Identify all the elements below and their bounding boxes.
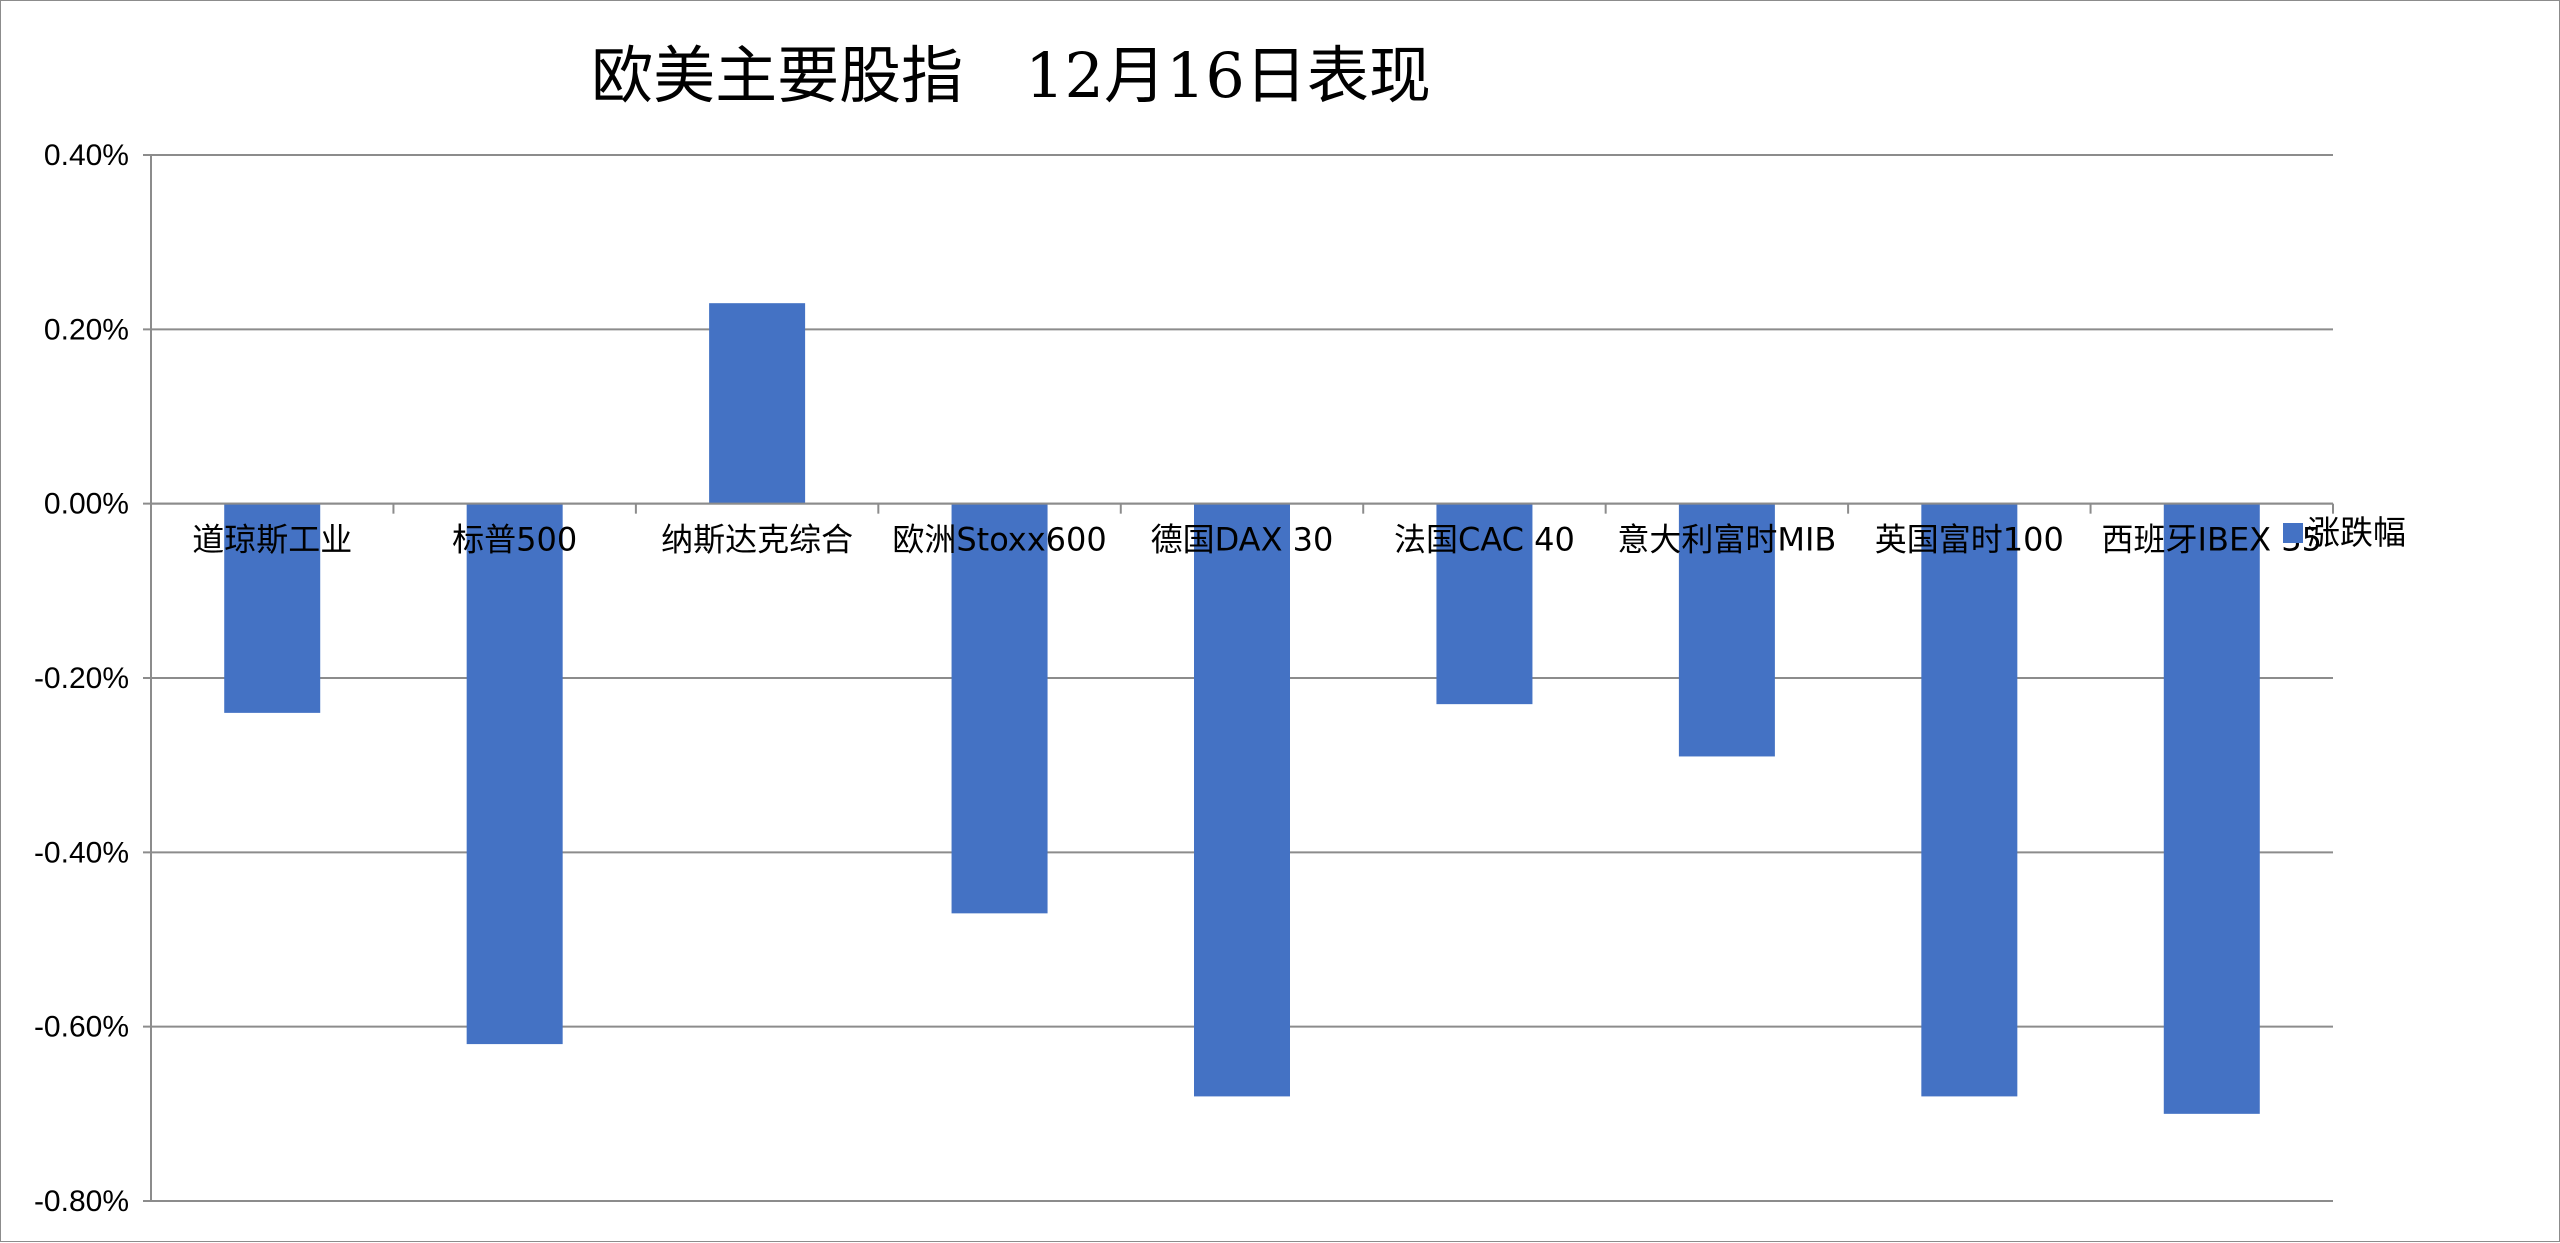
category-label: 欧洲Stoxx600	[892, 521, 1106, 559]
y-tick-label: -0.20%	[34, 662, 129, 695]
y-tick-label: 0.40%	[44, 139, 129, 172]
y-tick-label: -0.80%	[34, 1185, 129, 1218]
y-tick-label: 0.00%	[44, 488, 129, 521]
y-tick-label: -0.40%	[34, 836, 129, 869]
y-tick-label: 0.20%	[44, 313, 129, 346]
bar	[2163, 503, 2260, 1114]
legend: 涨跌幅	[2283, 513, 2406, 552]
category-label: 道琼斯工业	[192, 521, 352, 559]
bar	[709, 303, 806, 504]
category-label: 标普500	[452, 521, 577, 559]
bar	[1678, 503, 1775, 757]
category-label: 德国DAX 30	[1151, 521, 1334, 559]
category-label: 法国CAC 40	[1394, 521, 1575, 559]
chart-title: 欧美主要股指 12月16日表现	[591, 39, 1431, 112]
legend-swatch	[2283, 523, 2303, 543]
bar	[466, 503, 563, 1045]
y-axis-ticks: 0.40% 0.20% 0.00% -0.20% -0.40% -0.60% -0.80%	[34, 139, 129, 1218]
bar	[1436, 503, 1533, 705]
bar	[224, 503, 321, 713]
bars	[224, 303, 2260, 1114]
axes	[150, 155, 2334, 1201]
legend-label: 涨跌幅	[2307, 513, 2406, 552]
y-tick-label: -0.60%	[34, 1011, 129, 1044]
bar	[1921, 503, 2018, 1097]
category-label: 意大利富时MIB	[1617, 521, 1836, 559]
bar	[1194, 503, 1290, 1097]
x-axis-categories: 道琼斯工业 标普500 纳斯达克综合 欧洲Stoxx600 德国DAX 30 法国CAC …	[192, 521, 2322, 559]
bar	[951, 503, 1048, 914]
category-label: 纳斯达克综合	[661, 521, 853, 559]
category-label: 英国富时100	[1875, 521, 2064, 559]
